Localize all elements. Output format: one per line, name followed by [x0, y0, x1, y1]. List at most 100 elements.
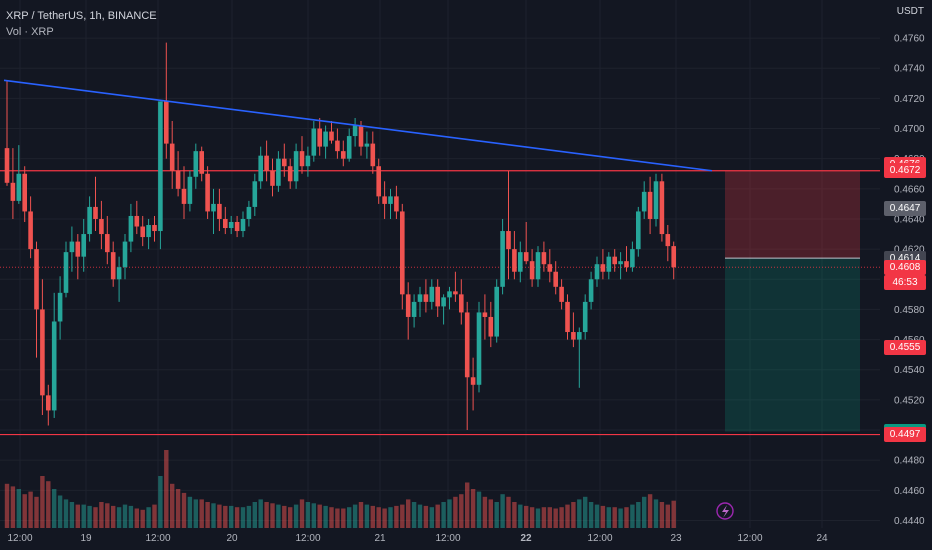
volume-bar	[199, 499, 204, 528]
volume-bar	[482, 496, 488, 528]
candle-body	[152, 225, 157, 232]
volume-bar	[553, 508, 558, 528]
candle-body	[140, 226, 145, 238]
volume-bar	[624, 507, 629, 528]
candle-body	[370, 143, 376, 167]
take-profit-zone	[725, 258, 860, 432]
volume-bar	[288, 507, 293, 528]
time-tick-label: 12:00	[295, 533, 320, 544]
price-tick-label: 0.4620	[894, 245, 925, 256]
volume-bar	[223, 505, 228, 528]
volume-bar	[187, 496, 193, 528]
horizontal-levels[interactable]	[0, 170, 880, 436]
candle-body	[400, 211, 405, 295]
volume-bar	[459, 494, 464, 528]
volume-bar	[647, 494, 653, 528]
volume-bar	[583, 496, 588, 528]
candle-body	[671, 246, 676, 268]
candle-body	[246, 206, 252, 219]
candle-body	[69, 241, 75, 253]
volume-bar	[276, 504, 281, 528]
candle-body	[435, 286, 440, 307]
volume-indicator-label[interactable]: Vol · XRP	[6, 26, 54, 38]
candle-body	[181, 188, 187, 204]
candle-body	[500, 231, 505, 287]
volume-bar	[529, 507, 535, 528]
price-tick-label: 0.4520	[894, 395, 925, 406]
candle-body	[240, 218, 246, 232]
candle-body	[199, 151, 204, 174]
symbol-title[interactable]: XRP / TetherUS, 1h, BINANCE	[6, 10, 157, 22]
volume-bar	[46, 481, 51, 528]
chart-icons	[716, 502, 734, 520]
volume-bar	[394, 505, 399, 528]
volume-bar	[376, 507, 381, 528]
volume-bar	[588, 502, 594, 528]
volume-bar	[293, 504, 299, 528]
price-tick-label: 0.4720	[894, 94, 925, 105]
candle-body	[299, 151, 305, 167]
volume-bar	[264, 502, 269, 528]
candle-body	[553, 271, 558, 287]
candle-body	[128, 215, 134, 242]
price-tick-label: 0.4700	[894, 124, 925, 135]
candle-body	[264, 155, 269, 171]
trendline[interactable]	[3, 79, 713, 172]
volume-bar	[69, 502, 75, 528]
price-tick-label: 0.4460	[894, 486, 925, 497]
candle-body	[394, 196, 399, 212]
volume-bar	[612, 507, 617, 528]
volume-bar	[559, 507, 564, 528]
candle-body	[606, 256, 612, 272]
candle-body	[164, 101, 169, 144]
volume-bar	[494, 502, 499, 528]
time-axis[interactable]: 12:00 19 12:00 20 12:00 21 12:00 22 12:00 23 12:00…	[7, 533, 828, 544]
candle-body	[329, 131, 334, 141]
candle-body	[588, 279, 594, 302]
candle-body	[234, 221, 240, 232]
volume-bar	[465, 482, 470, 528]
candle-body	[417, 294, 423, 302]
candle-body	[358, 125, 364, 147]
candle-body	[116, 267, 122, 280]
candle-body	[653, 181, 659, 219]
price-unit: USDT	[896, 6, 924, 17]
candle-body	[211, 203, 216, 212]
volume-bar	[618, 508, 623, 528]
time-tick-label: 12:00	[7, 533, 32, 544]
volume-bar	[665, 504, 670, 528]
candle-body	[523, 252, 529, 262]
time-tick-label: 12:00	[737, 533, 762, 544]
candle-body	[175, 170, 181, 189]
candle-body	[99, 218, 104, 235]
candle-body	[405, 294, 411, 317]
volume-bar	[181, 492, 187, 528]
time-tick-label: 12:00	[587, 533, 612, 544]
volume-bar	[116, 507, 122, 528]
price-tick-label: 0.4440	[894, 516, 925, 527]
volume-bar	[406, 499, 411, 528]
volume-bar	[642, 496, 647, 528]
volume-bar	[435, 504, 440, 528]
volume-bar	[594, 504, 600, 528]
candle-body	[482, 312, 488, 317]
volume-bar	[311, 503, 316, 528]
volume-bar	[476, 491, 482, 528]
candle-body	[57, 292, 63, 322]
candle-body	[582, 301, 588, 333]
time-tick-label: 19	[80, 533, 92, 544]
price-badge: 0.4647	[884, 200, 926, 216]
candle-body	[411, 301, 417, 317]
candle-body	[547, 264, 553, 272]
volume-bar	[152, 504, 157, 528]
price-badge: 46:53	[884, 274, 926, 290]
volume-bar	[653, 499, 659, 528]
candle-body	[423, 294, 429, 302]
volume-bar	[600, 505, 606, 528]
position-zones[interactable]	[725, 170, 860, 432]
volume-bar	[506, 496, 511, 528]
volume-bar	[571, 502, 576, 528]
candle-body	[146, 225, 151, 238]
candle-body	[81, 234, 86, 257]
